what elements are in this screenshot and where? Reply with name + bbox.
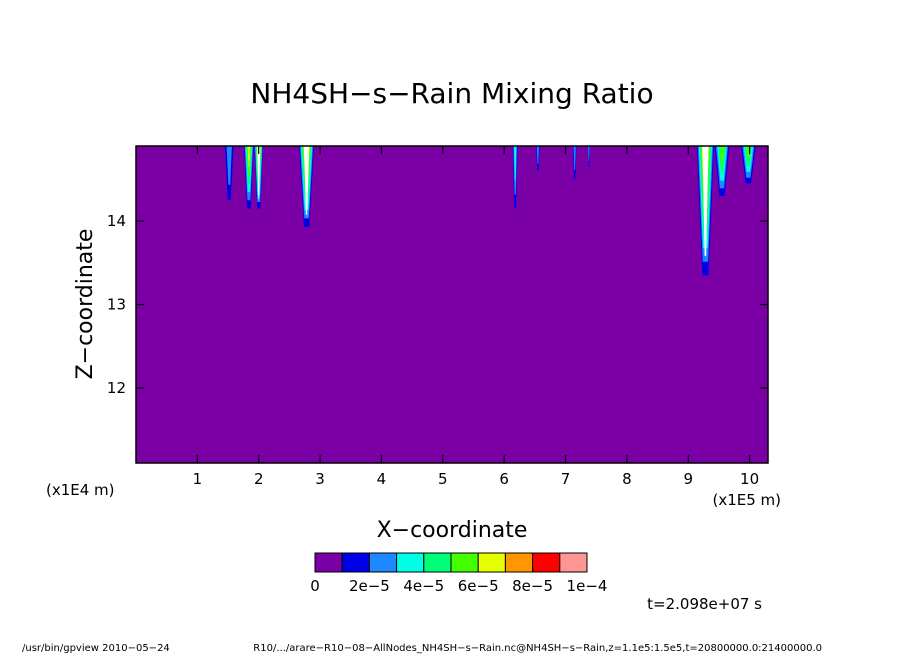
y-axis-label: Z−coordinate	[73, 229, 98, 380]
x-axis-label: X−coordinate	[377, 518, 528, 543]
heatmap-contour	[514, 146, 517, 181]
heatmap-overflow	[702, 146, 709, 256]
y-unit-label: (x1E4 m)	[46, 481, 115, 499]
x-tick-label: 7	[561, 470, 571, 488]
colorbar-swatch	[532, 552, 561, 573]
heatmap-feature	[572, 146, 577, 180]
heatmap-overflow	[257, 146, 261, 200]
colorbar-label: 0	[310, 577, 320, 595]
heatmap-background	[136, 146, 768, 463]
heatmap-feature	[254, 146, 264, 209]
colorbar-label: 4e−5	[403, 577, 444, 595]
heatmap-contour	[247, 146, 251, 167]
y-tick-label: 12	[107, 379, 126, 397]
x-tick-label: 8	[622, 470, 632, 488]
colorbar-label: 6e−5	[458, 577, 499, 595]
x-unit-label: (x1E5 m)	[712, 491, 781, 509]
heatmap-contour	[719, 146, 725, 166]
heatmap-feature	[299, 146, 314, 227]
heatmap-contour	[226, 146, 232, 185]
chart-title: NH4SH−s−Rain Mixing Ratio	[250, 77, 653, 110]
footer-left: /usr/bin/gpview 2010−05−24	[22, 643, 170, 654]
heatmap-feature	[587, 146, 591, 167]
heatmap-contour	[588, 146, 590, 161]
heatmap-feature	[714, 146, 730, 197]
colorbar-swatch	[504, 552, 534, 573]
x-tick-label: 10	[740, 470, 759, 488]
x-tick-label: 2	[254, 470, 264, 488]
heatmap-feature	[512, 146, 518, 209]
colorbar-label: 1e−4	[567, 577, 608, 595]
heatmap-feature	[243, 146, 254, 209]
colorbar-swatch	[396, 552, 425, 573]
colorbar-swatch	[559, 552, 588, 573]
x-tick-label: 6	[499, 470, 509, 488]
x-tick-label: 9	[683, 470, 693, 488]
heatmap-feature	[741, 146, 756, 184]
colorbar-swatch	[368, 552, 398, 573]
colorbar-label: 2e−5	[349, 577, 390, 595]
heatmap-feature	[224, 146, 234, 201]
colorbar-label: 8e−5	[512, 577, 553, 595]
colorbar: 0 2e−5 4e−5 6e−5 8e−5 1e−4	[310, 552, 608, 595]
colorbar-swatch	[450, 552, 479, 573]
heatmap-feature	[696, 146, 715, 276]
x-tick-label: 5	[438, 470, 448, 488]
colorbar-swatch	[341, 552, 370, 573]
heatmap-feature	[536, 146, 540, 172]
x-tick-label: 1	[193, 470, 203, 488]
heatmap-contour	[536, 146, 540, 164]
colorbar-swatch	[314, 552, 343, 573]
colorbar-swatch	[477, 552, 506, 573]
y-tick-label: 13	[107, 296, 126, 314]
heatmap-features	[224, 146, 756, 276]
colorbar-swatch	[423, 552, 452, 573]
heatmap-contour	[573, 146, 576, 170]
x-tick-label: 4	[377, 470, 387, 488]
time-label: t=2.098e+07 s	[647, 595, 762, 613]
heatmap-overflow	[304, 146, 310, 215]
x-tick-label: 3	[315, 470, 325, 488]
y-tick-label: 14	[107, 212, 126, 230]
footer-right: R10/.../arare−R10−08−AllNodes_NH4SH−s−Ra…	[253, 643, 822, 654]
